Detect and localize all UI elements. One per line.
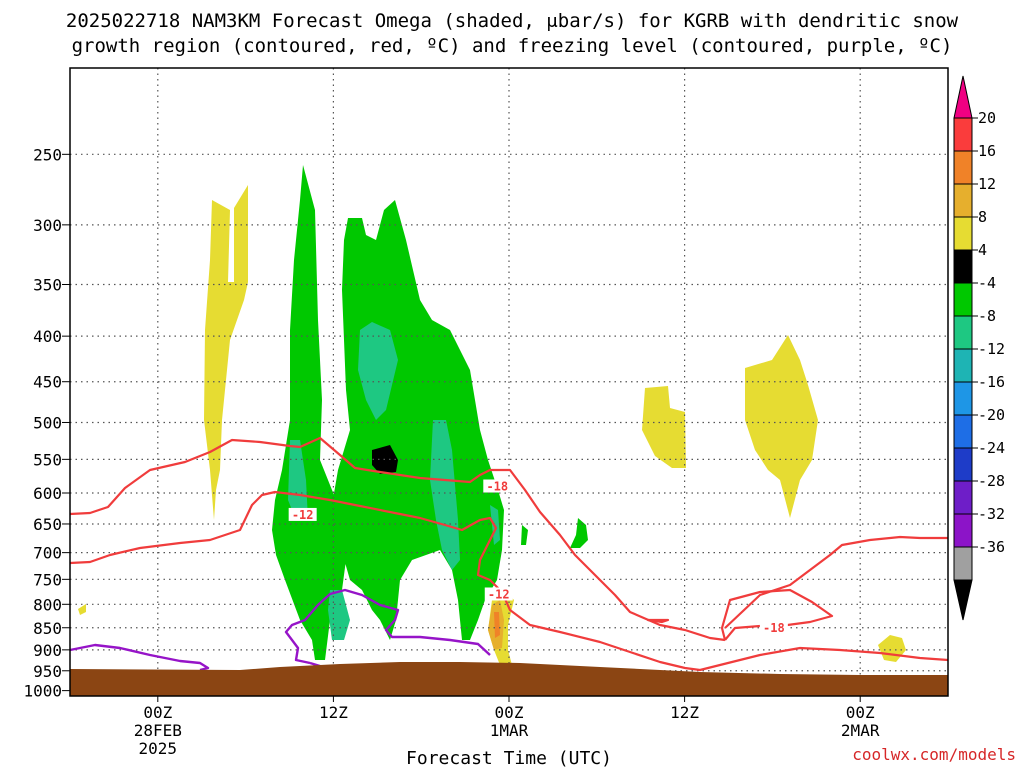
colorbar-label-4: 8 [978,208,987,226]
x-tick-label-0: 00Z [143,703,172,722]
colorbar-label-12: -28 [978,472,1005,490]
contour-label-bg-3 [484,587,513,601]
red-contour-1 [69,436,726,642]
y-tick-label-450: 450 [33,373,62,392]
colorbar-label-2: 16 [978,142,996,160]
y-tick-label-850: 850 [33,619,62,638]
x-tick-label-1: 12Z [319,703,348,722]
y-tick-label-800: 800 [33,595,62,614]
y-tick-label-700: 700 [33,544,62,563]
contour-label-3: -12 [488,588,510,602]
y-axis: 250 300 350 400 450 500 550 600 650 700 750 800 850 9… [23,145,70,701]
colorbar-label-5: 4 [978,241,987,259]
y-tick-label-950: 950 [33,662,62,681]
colorbar-segment-5 [953,249,973,284]
contour-label-4: -18 [763,621,785,635]
colorbar-label-10: -20 [978,406,1005,424]
x-axis-title: Forecast Time (UTC) [406,748,612,768]
y-tick-label-500: 500 [33,413,62,432]
omega-green-column-1 [272,165,346,660]
contour-label-2: -12 [292,508,314,522]
y-tick-label-550: 550 [33,450,62,469]
x-year-label-0: 2025 [139,739,178,758]
colorbar-label-1: 20 [978,109,996,127]
contour-label-1: -18 [486,480,508,494]
contour-lines: -18-12-12-18-120 [69,436,949,688]
omega-teal-region-3 [288,440,308,520]
contour-label-bg-4 [759,620,788,634]
y-tick-label-900: 900 [33,641,62,660]
x-date-label-2: 1MAR [490,721,529,740]
ground-fill [70,662,948,696]
colorbar-label-7: -8 [978,307,996,325]
colorbar-segment-1 [953,117,973,152]
contour-label-bg-1 [483,479,512,493]
colorbar-segment-12 [953,480,973,515]
colorbar-label-8: -12 [978,340,1005,358]
freezing-level-contour-1 [69,643,210,672]
y-tick-label-350: 350 [33,275,62,294]
red-contour-4 [724,535,948,629]
colorbar-segment-9 [953,381,973,416]
omega-green-small-1 [521,525,528,545]
omega-orange-region [494,612,500,638]
colorbar-bottom-arrow [953,579,973,621]
x-tick-label-3: 12Z [670,703,699,722]
colorbar-label-3: 12 [978,175,996,193]
red-contour-2 [69,490,949,672]
red-contour-5 [646,618,670,624]
chart-title-line-2: growth region (contoured, red, ºC) and f… [72,35,953,57]
colorbar-segment-8 [953,348,973,383]
freezing-level-contour-2 [284,588,491,665]
y-tick-label-1000: 1000 [23,682,62,701]
colorbar-segment-14 [953,546,973,581]
y-tick-label-250: 250 [33,145,62,164]
omega-teal-region-2 [430,420,460,570]
y-tick-label-600: 600 [33,484,62,503]
contour-label-bg-2 [288,507,317,521]
x-date-label-4: 2MAR [841,721,880,740]
omega-green-small-2 [570,518,588,548]
credit-text: coolwx.com/models [852,745,1016,764]
colorbar-top-arrow [953,75,973,119]
colorbar-label-13: -32 [978,505,1005,523]
ground-layer [70,662,948,696]
y-tick-label-400: 400 [33,327,62,346]
colorbar-segment-7 [953,315,973,350]
x-tick-label-4: 00Z [846,703,875,722]
colorbar-label-14: -36 [978,538,1005,556]
colorbar-label-9: -16 [978,373,1005,391]
colorbar-segment-13 [953,513,973,548]
omega-yellow-region-4 [745,335,818,518]
y-tick-label-650: 650 [33,515,62,534]
colorbar-segment-4 [953,216,973,251]
x-date-label-0: 28FEB [134,721,182,740]
x-tick-label-2: 00Z [495,703,524,722]
omega-teal-region-1 [358,322,398,420]
omega-yellow-region-3 [642,386,686,468]
chart-title-line-1: 2025022718 NAM3KM Forecast Omega (shaded… [66,10,959,32]
colorbar-segment-2 [953,150,973,185]
y-tick-label-750: 750 [33,570,62,589]
colorbar-segment-11 [953,447,973,482]
colorbar-label-6: -4 [978,274,996,292]
colorbar: 20 16 12 8 4 -4 -8 -12 -16 -20 -24 -28 -32 -36 [953,75,1005,621]
omega-yellow-region-6 [78,604,86,615]
colorbar-segment-6 [953,282,973,317]
colorbar-segment-10 [953,414,973,449]
colorbar-label-11: -24 [978,439,1005,457]
colorbar-segment-3 [953,183,973,218]
y-tick-label-300: 300 [33,216,62,235]
omega-yellow-region-1 [204,185,248,520]
red-contour-3 [720,588,834,641]
